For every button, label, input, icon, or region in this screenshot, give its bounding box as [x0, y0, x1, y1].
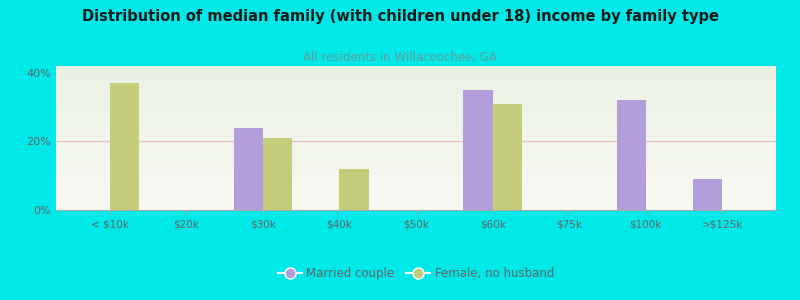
Bar: [694, 179, 722, 210]
Bar: [110, 83, 138, 210]
Bar: [463, 90, 493, 210]
Text: Distribution of median family (with children under 18) income by family type: Distribution of median family (with chil…: [82, 9, 718, 24]
Legend: Married couple, Female, no husband: Married couple, Female, no husband: [274, 262, 558, 285]
Text: All residents in Willacoochee, GA: All residents in Willacoochee, GA: [303, 51, 497, 64]
Bar: [493, 104, 522, 210]
Bar: [234, 128, 263, 210]
Bar: [339, 169, 369, 210]
Bar: [617, 100, 646, 210]
Bar: [263, 138, 292, 210]
